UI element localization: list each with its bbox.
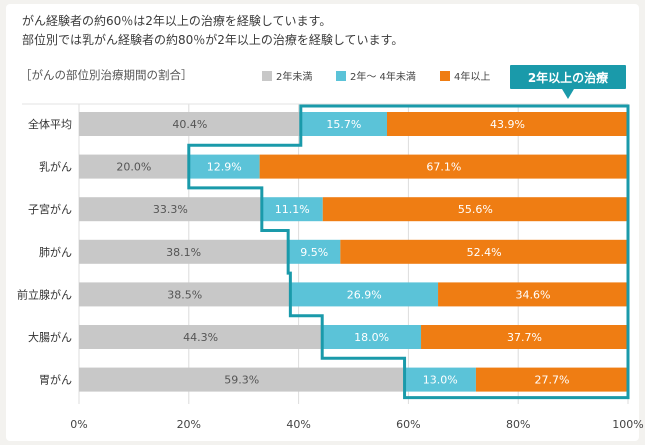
bar-segment: [421, 325, 628, 349]
legend-swatch: [262, 71, 272, 81]
value-label: 59.3%: [224, 374, 259, 387]
legend-swatch: [440, 71, 450, 81]
value-label: 67.1%: [426, 161, 461, 174]
value-label: 12.9%: [207, 161, 242, 174]
bar-segment: [79, 112, 301, 136]
value-label: 11.1%: [275, 203, 310, 216]
legend-swatch: [336, 71, 346, 81]
x-tick-label: 40%: [286, 418, 310, 431]
category-label: 胃がん: [39, 373, 72, 387]
legend-label: 4年以上: [454, 70, 490, 83]
x-tick-label: 0%: [70, 418, 87, 431]
value-label: 38.1%: [166, 246, 201, 259]
value-label: 9.5%: [300, 246, 328, 259]
x-tick-label: 100%: [612, 418, 643, 431]
value-label: 26.9%: [347, 288, 382, 301]
value-label: 38.5%: [167, 288, 202, 301]
legend-label: 2年未満: [276, 70, 312, 83]
value-label: 13.0%: [423, 374, 458, 387]
headline-1: がん経験者の約60％は2年以上の治療を経験しています。: [22, 14, 332, 28]
value-label: 55.6%: [458, 203, 493, 216]
bar-segment: [259, 154, 628, 179]
bar-segment: [79, 282, 291, 307]
chart-title: ［がんの部位別治療期間の割合］: [20, 68, 193, 82]
bar-segment: [288, 239, 341, 264]
value-label: 34.6%: [516, 288, 551, 301]
bar-segment: [322, 325, 422, 349]
category-label: 全体平均: [28, 117, 72, 131]
value-label: 43.9%: [490, 118, 525, 131]
bar-segment: [300, 112, 387, 136]
bar-segment: [475, 367, 628, 392]
bar-segment: [404, 367, 476, 392]
bar-segment: [438, 282, 628, 307]
bar-segment: [322, 197, 628, 222]
x-tick-label: 60%: [396, 418, 420, 431]
value-label: 20.0%: [116, 161, 151, 174]
bar-segment: [340, 239, 628, 264]
callout-label: 2年以上の治療: [528, 70, 608, 85]
bar-segment: [290, 282, 439, 307]
bar-segment: [386, 112, 628, 136]
value-label: 18.0%: [354, 331, 389, 344]
category-label: 子宮がん: [28, 202, 72, 216]
value-label: 44.3%: [183, 331, 218, 344]
legend-label: 2年～ 4年未満: [350, 70, 416, 83]
category-label: 肺がん: [39, 245, 72, 259]
x-tick-label: 20%: [177, 418, 201, 431]
bar-segment: [79, 154, 189, 179]
bar-segment: [79, 239, 289, 264]
value-label: 52.4%: [467, 246, 502, 259]
category-label: 前立腺がん: [17, 287, 72, 301]
category-label: 乳がん: [39, 160, 72, 174]
value-label: 37.7%: [507, 331, 542, 344]
category-label: 大腸がん: [28, 330, 72, 344]
two-years-plus-outline: [187, 104, 630, 400]
bar-segment: [188, 154, 260, 179]
callout-pointer: [562, 89, 574, 99]
bar-segment: [79, 367, 405, 392]
bar-segment: [261, 197, 323, 222]
value-label: 40.4%: [172, 118, 207, 131]
callout-box: [510, 65, 626, 89]
bar-segment: [79, 197, 262, 222]
value-label: 15.7%: [326, 118, 361, 131]
x-tick-label: 80%: [506, 418, 530, 431]
bar-segment: [79, 325, 323, 349]
value-label: 33.3%: [153, 203, 188, 216]
headline-2: 部位別では乳がん経験者の約80％が2年以上の治療を経験しています。: [22, 33, 404, 47]
value-label: 27.7%: [534, 374, 569, 387]
